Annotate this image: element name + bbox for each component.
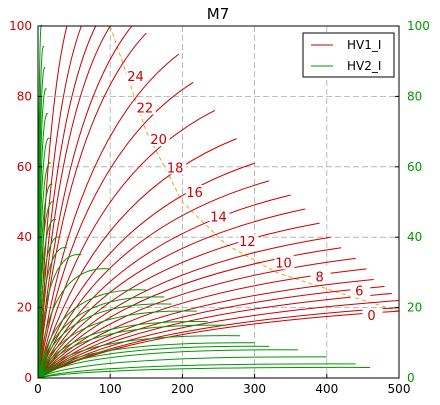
- curve-label-18: 18: [167, 161, 184, 176]
- x-tick-label-500: 500: [388, 382, 411, 396]
- plot-frame: [37, 25, 400, 379]
- hv1-curve-5: [37, 32, 147, 379]
- y-right-tick-label-20: 20: [407, 301, 422, 315]
- hv1-curve-20: [37, 285, 385, 379]
- curve-label-6: 6: [355, 285, 363, 300]
- hv1-curve-3: [37, 25, 111, 379]
- curve-label-bg: [185, 184, 206, 199]
- hv1-curve-12: [37, 194, 291, 379]
- hv2-curve-23: [37, 349, 298, 379]
- curve-label-12: 12: [239, 235, 256, 250]
- hv1-curve-10: [37, 162, 255, 379]
- y-right-tick-label-100: 100: [407, 19, 430, 33]
- curve-label-bg: [209, 209, 230, 224]
- y-left-tick-label-100: 100: [9, 19, 32, 33]
- hv1-curve-17: [37, 257, 356, 379]
- x-tick-label-100: 100: [99, 382, 122, 396]
- y-left-tick-label-60: 60: [17, 160, 32, 174]
- curve-label-bg: [238, 234, 259, 249]
- curve-label-10: 10: [275, 256, 292, 271]
- hv2-curve-17: [37, 310, 197, 379]
- y-right-tick-label-40: 40: [407, 230, 422, 244]
- curve-label-bg: [166, 160, 187, 175]
- hv1-curve-11: [37, 180, 270, 379]
- legend-label-hv1: HV1_I: [347, 38, 381, 52]
- hv2-curve-18: [37, 321, 208, 379]
- hv2-curve-11: [37, 247, 68, 379]
- legend-label-hv2: HV2_I: [347, 59, 381, 73]
- curve-label-14: 14: [210, 211, 227, 226]
- curve-label-bg: [362, 308, 383, 323]
- curve-label-bg: [350, 283, 371, 298]
- hv1-curve-1: [37, 25, 82, 379]
- hv2-curve-24: [37, 356, 327, 379]
- hv1-curve-6: [37, 53, 180, 379]
- hv2-curve-26: [37, 366, 371, 379]
- curve-label-bg: [310, 269, 331, 284]
- curve-label-bg: [149, 132, 170, 147]
- hv1-curve-9: [37, 138, 237, 379]
- hv2-curve-16: [37, 303, 172, 379]
- hv2-curve-12: [37, 254, 82, 379]
- hv2-curve-20: [37, 335, 241, 379]
- hv2-curve-22: [37, 345, 270, 379]
- hv1-curve-24: [37, 310, 400, 379]
- x-tick-label-400: 400: [315, 382, 338, 396]
- x-tick-label-300: 300: [243, 382, 266, 396]
- hv1-curve-8: [37, 110, 216, 379]
- curve-label-8: 8: [315, 270, 323, 285]
- hv1-curve-18: [37, 268, 367, 379]
- y-right-tick-label-0: 0: [407, 371, 415, 385]
- y-left-tick-label-0: 0: [24, 371, 32, 385]
- curve-label-24: 24: [127, 70, 144, 85]
- y-right-tick-label-60: 60: [407, 160, 422, 174]
- x-tick-label-0: 0: [34, 382, 42, 396]
- curve-label-bg: [135, 100, 156, 115]
- curve-label-0: 0: [367, 309, 375, 324]
- hv1-curve-19: [37, 278, 374, 379]
- series-hv2: [37, 24, 371, 379]
- curve-label-bg: [126, 68, 147, 83]
- y-left-tick-label-80: 80: [17, 89, 32, 103]
- chart-title: M7: [207, 5, 230, 23]
- hv2-curve-13: [37, 268, 111, 379]
- hv2-curve-21: [37, 342, 255, 379]
- hv2-curve-15: [37, 296, 165, 379]
- legend-box: [302, 32, 395, 78]
- y-left-tick-label-40: 40: [17, 230, 32, 244]
- hv1-curve-7: [37, 81, 194, 379]
- y-right-tick-label-80: 80: [407, 89, 422, 103]
- legend: HV1_I HV2_I: [302, 32, 395, 78]
- hv1-curve-23: [37, 307, 400, 379]
- hv2-curve-19: [37, 324, 226, 379]
- hv1-curve-14: [37, 222, 320, 379]
- curve-label-bg: [274, 255, 295, 270]
- hv2-curve-25: [37, 363, 356, 379]
- curve-label-20: 20: [150, 133, 167, 148]
- hv2-curve-14: [37, 289, 147, 379]
- x-tick-label-200: 200: [171, 382, 194, 396]
- series-hv1: [37, 25, 400, 379]
- curve-label-16: 16: [186, 186, 203, 201]
- y-left-tick-label-20: 20: [17, 301, 32, 315]
- curve-label-22: 22: [137, 101, 154, 116]
